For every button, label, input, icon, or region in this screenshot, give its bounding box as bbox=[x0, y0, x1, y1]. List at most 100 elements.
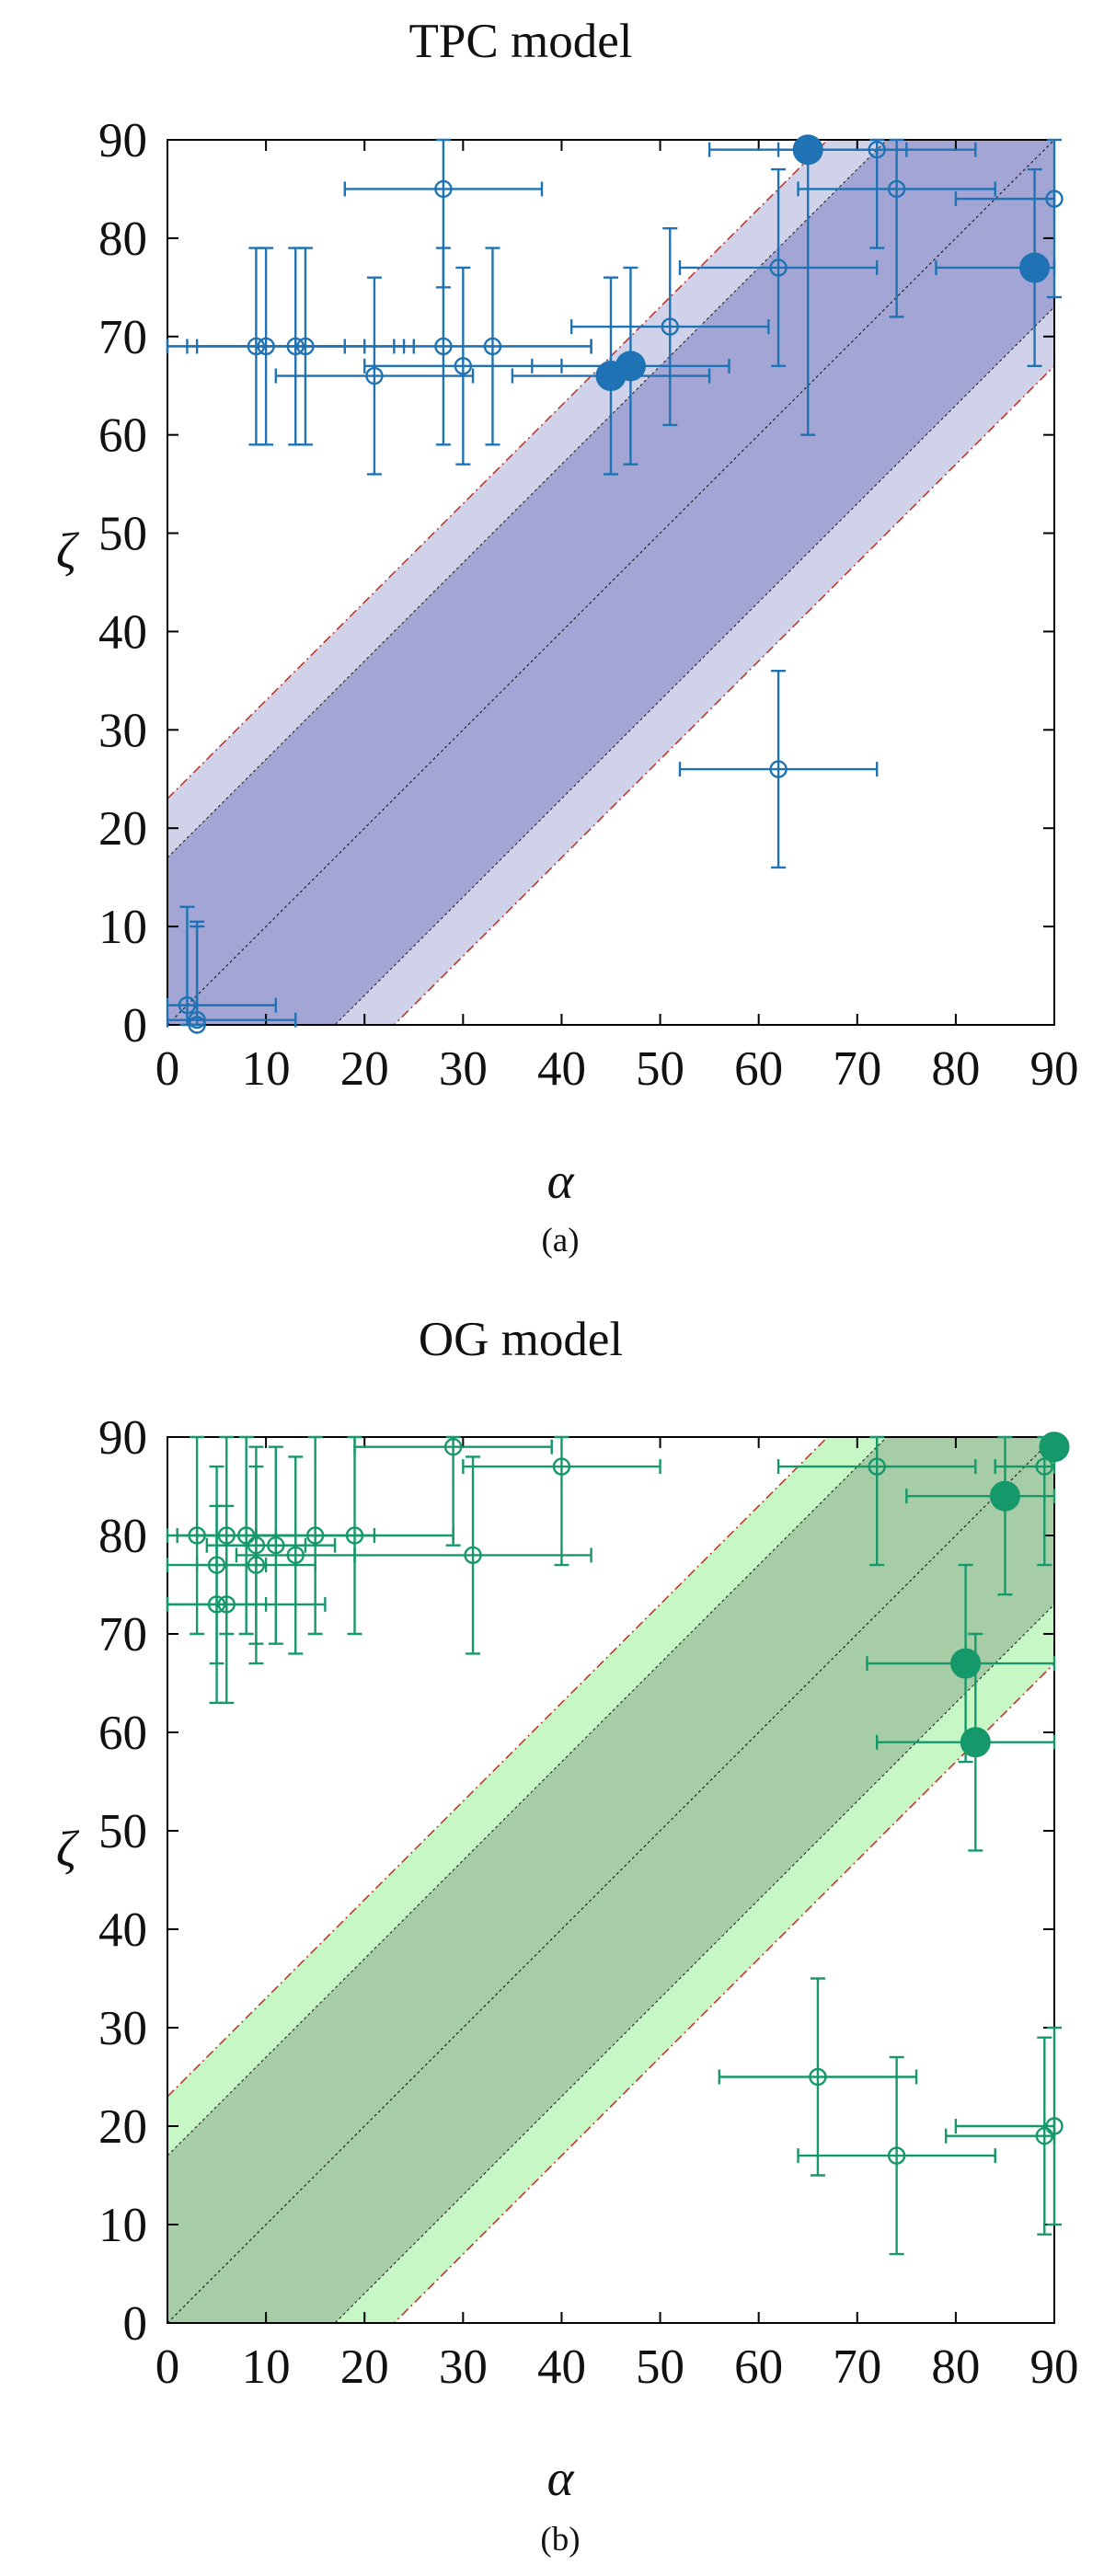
x-tick-label: 90 bbox=[1030, 2340, 1079, 2394]
x-tick-label: 30 bbox=[439, 2340, 488, 2394]
open-data-point bbox=[1035, 1457, 1053, 1476]
y-tick-label: 20 bbox=[98, 2100, 147, 2154]
y-tick-label: 60 bbox=[98, 1707, 147, 1760]
y-tick-label: 30 bbox=[98, 704, 147, 757]
y-axis-label: ζ bbox=[56, 1821, 80, 1877]
plot-area: 0 10 20 30 40 50 60 70 80 90 0 10 20 30 40 50 60 70 80 90 bbox=[98, 1411, 1079, 2394]
open-data-point bbox=[365, 366, 384, 385]
filled-data-point bbox=[1019, 252, 1051, 283]
open-data-point bbox=[434, 179, 453, 199]
y-tick-label: 0 bbox=[123, 999, 148, 1052]
open-data-point bbox=[661, 317, 679, 336]
x-tick-label: 60 bbox=[734, 1042, 783, 1096]
x-tick-label: 20 bbox=[340, 2340, 389, 2394]
x-tick-label: 80 bbox=[931, 2340, 980, 2394]
filled-data-point bbox=[950, 1648, 982, 1679]
x-tick-label: 0 bbox=[155, 1042, 180, 1096]
plot-area: 0 10 20 30 40 50 60 70 80 90 0 10 20 30 40 50 60 70 80 90 bbox=[98, 114, 1079, 1096]
y-tick-label: 10 bbox=[98, 2199, 147, 2252]
x-tick-label: 80 bbox=[931, 1042, 980, 1096]
y-tick-label: 50 bbox=[98, 1805, 147, 1858]
open-data-point bbox=[188, 1016, 206, 1034]
outer-boundary-upper bbox=[167, 1437, 829, 2098]
open-data-point bbox=[464, 1546, 482, 1565]
x-tick-label: 60 bbox=[734, 2340, 783, 2394]
x-tick-label: 10 bbox=[242, 1042, 291, 1096]
bands bbox=[167, 140, 1054, 1025]
filled-data-point bbox=[615, 351, 646, 382]
inner-boundary-lower bbox=[334, 1604, 1054, 2323]
open-data-point bbox=[887, 179, 906, 199]
x-axis-label: α bbox=[547, 1153, 575, 1209]
outer-boundary-lower bbox=[393, 365, 1054, 1025]
y-tick-label: 60 bbox=[98, 409, 147, 463]
open-data-point bbox=[552, 1457, 571, 1476]
y-tick-label: 30 bbox=[98, 2002, 147, 2055]
open-data-point bbox=[1045, 2117, 1064, 2135]
open-data-point bbox=[217, 1595, 236, 1614]
y-tick-label: 90 bbox=[98, 1411, 147, 1465]
inner-boundary-lower bbox=[334, 306, 1054, 1025]
y-tick-label: 40 bbox=[98, 1903, 147, 1957]
open-data-point bbox=[483, 337, 502, 356]
x-tick-label: 70 bbox=[833, 1042, 881, 1096]
panel-og: OG model 0 10 20 30 40 50 60 70 80 90 0 10 20 30 40 50 6… bbox=[56, 1313, 1079, 2559]
bands bbox=[167, 1437, 1054, 2323]
plot-frame bbox=[167, 139, 1055, 1026]
open-data-point bbox=[887, 2146, 906, 2165]
plot-frame bbox=[167, 1436, 1055, 2324]
open-data-point bbox=[769, 760, 788, 778]
open-data-point bbox=[1045, 190, 1064, 208]
filled-data-point bbox=[792, 134, 823, 166]
panel-title: OG model bbox=[419, 1313, 623, 1366]
open-data-point bbox=[286, 1546, 305, 1565]
open-data-point bbox=[454, 357, 473, 375]
inner-band bbox=[167, 140, 1054, 1025]
open-data-point bbox=[236, 1526, 256, 1545]
panel-caption: (b) bbox=[540, 2521, 580, 2559]
panel-title: TPC model bbox=[409, 15, 633, 68]
y-tick-label: 70 bbox=[98, 1608, 147, 1662]
open-data-point bbox=[809, 2067, 827, 2087]
x-tick-label: 10 bbox=[242, 2340, 291, 2394]
y-tick-label: 40 bbox=[98, 605, 147, 659]
open-data-point bbox=[443, 1437, 463, 1456]
x-tick-label: 30 bbox=[439, 1042, 488, 1096]
filled-data-point bbox=[1039, 1432, 1070, 1463]
open-data-point bbox=[247, 1556, 266, 1574]
y-axis-label: ζ bbox=[56, 523, 80, 579]
open-data-point bbox=[267, 1535, 285, 1555]
y-tick-label: 80 bbox=[98, 213, 147, 266]
open-data-point bbox=[178, 995, 197, 1015]
diagonal-line bbox=[167, 1437, 1054, 2323]
x-tick-label: 0 bbox=[155, 2340, 180, 2394]
y-tick-label: 70 bbox=[98, 311, 147, 364]
open-data-point bbox=[345, 1526, 364, 1545]
x-tick-label: 20 bbox=[340, 1042, 389, 1096]
x-tick-label: 70 bbox=[833, 2340, 881, 2394]
x-tick-label: 40 bbox=[537, 1042, 586, 1096]
open-data-point bbox=[769, 259, 788, 277]
x-axis-label: α bbox=[547, 2450, 575, 2506]
panel-caption: (a) bbox=[541, 1222, 579, 1259]
y-tick-label: 50 bbox=[98, 508, 147, 561]
filled-data-point bbox=[960, 1727, 991, 1758]
y-tick-label: 10 bbox=[98, 901, 147, 954]
y-tick-label: 20 bbox=[98, 802, 147, 856]
diagonal-line bbox=[167, 140, 1054, 1025]
open-data-point bbox=[868, 1457, 886, 1476]
panel-tpc: TPC model 0 10 20 30 40 50 60 70 80 90 0 10 20 30 40 50… bbox=[56, 15, 1079, 1259]
data-points bbox=[166, 1432, 1070, 2256]
inner-band bbox=[167, 1437, 1054, 2323]
x-tick-label: 50 bbox=[636, 2340, 684, 2394]
open-data-point bbox=[1035, 2126, 1053, 2145]
y-tick-label: 0 bbox=[123, 2297, 148, 2351]
data-points bbox=[166, 134, 1064, 1034]
y-tick-label: 90 bbox=[98, 114, 147, 167]
x-tick-label: 90 bbox=[1030, 1042, 1079, 1096]
filled-data-point bbox=[989, 1480, 1020, 1512]
y-tick-label: 80 bbox=[98, 1510, 147, 1563]
outer-boundary-lower bbox=[393, 1662, 1054, 2323]
x-tick-label: 40 bbox=[537, 2340, 586, 2394]
